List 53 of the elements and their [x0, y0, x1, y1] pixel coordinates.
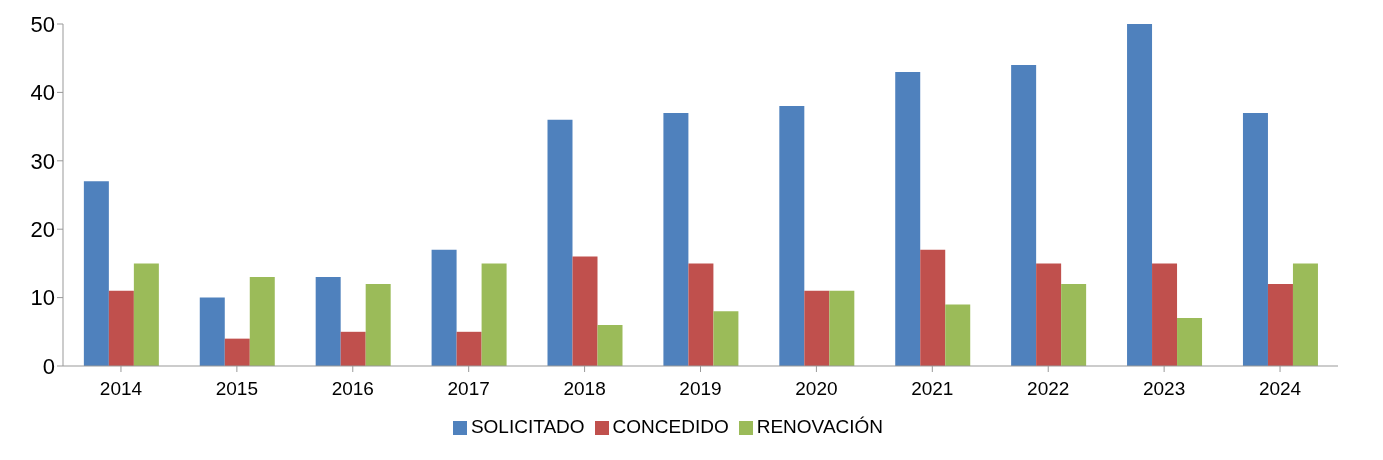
bar: [249, 277, 275, 366]
x-tick-label: 2018: [563, 378, 606, 400]
legend-label: SOLICITADO: [470, 416, 585, 437]
y-tick-label: 10: [30, 285, 55, 311]
bar: [340, 331, 366, 366]
bar: [920, 249, 946, 366]
bar: [456, 331, 482, 366]
bar: [945, 304, 971, 366]
bar: [481, 263, 507, 366]
bar: [895, 71, 921, 366]
x-tick-label: 2023: [1143, 378, 1186, 400]
bar: [1242, 112, 1268, 366]
x-tick-label: 2016: [331, 378, 374, 400]
bar: [829, 290, 855, 366]
bar: [365, 283, 391, 366]
bar: [83, 181, 109, 366]
y-tick-label: 50: [30, 11, 55, 37]
bar: [547, 119, 573, 366]
x-tick-label: 2020: [795, 378, 838, 400]
legend-label: CONCEDIDO: [612, 416, 729, 437]
bar: [1061, 283, 1087, 366]
bar: [713, 311, 739, 366]
bar: [597, 324, 623, 366]
bar: [133, 263, 159, 366]
y-tick-label: 20: [30, 217, 55, 243]
bar: [688, 263, 714, 366]
y-tick-label: 30: [30, 148, 55, 174]
bar: [1267, 283, 1293, 366]
bar: [572, 256, 598, 366]
bar: [108, 290, 134, 366]
bar: [663, 112, 689, 366]
bar: [1127, 24, 1153, 366]
x-tick-label: 2017: [447, 378, 490, 400]
bar: [1177, 318, 1203, 366]
bar: [199, 297, 225, 366]
x-tick-label: 2022: [1027, 378, 1070, 400]
bar: [315, 277, 341, 366]
bar: [431, 249, 457, 366]
bar: [1152, 263, 1178, 366]
bar: [804, 290, 830, 366]
bar: [779, 106, 805, 366]
x-tick-label: 2024: [1258, 378, 1302, 400]
x-tick-label: 2021: [911, 378, 954, 400]
bar: [224, 338, 250, 366]
bar: [1292, 263, 1318, 366]
x-tick-label: 2019: [679, 378, 722, 400]
bar: [1011, 65, 1037, 366]
x-tick-label: 2015: [215, 378, 258, 400]
bar: [1036, 263, 1062, 366]
x-tick-label: 2014: [99, 378, 143, 400]
legend-label: RENOVACIÓN: [756, 416, 884, 437]
y-tick-label: 40: [30, 80, 55, 106]
y-tick-label: 0: [42, 353, 55, 379]
